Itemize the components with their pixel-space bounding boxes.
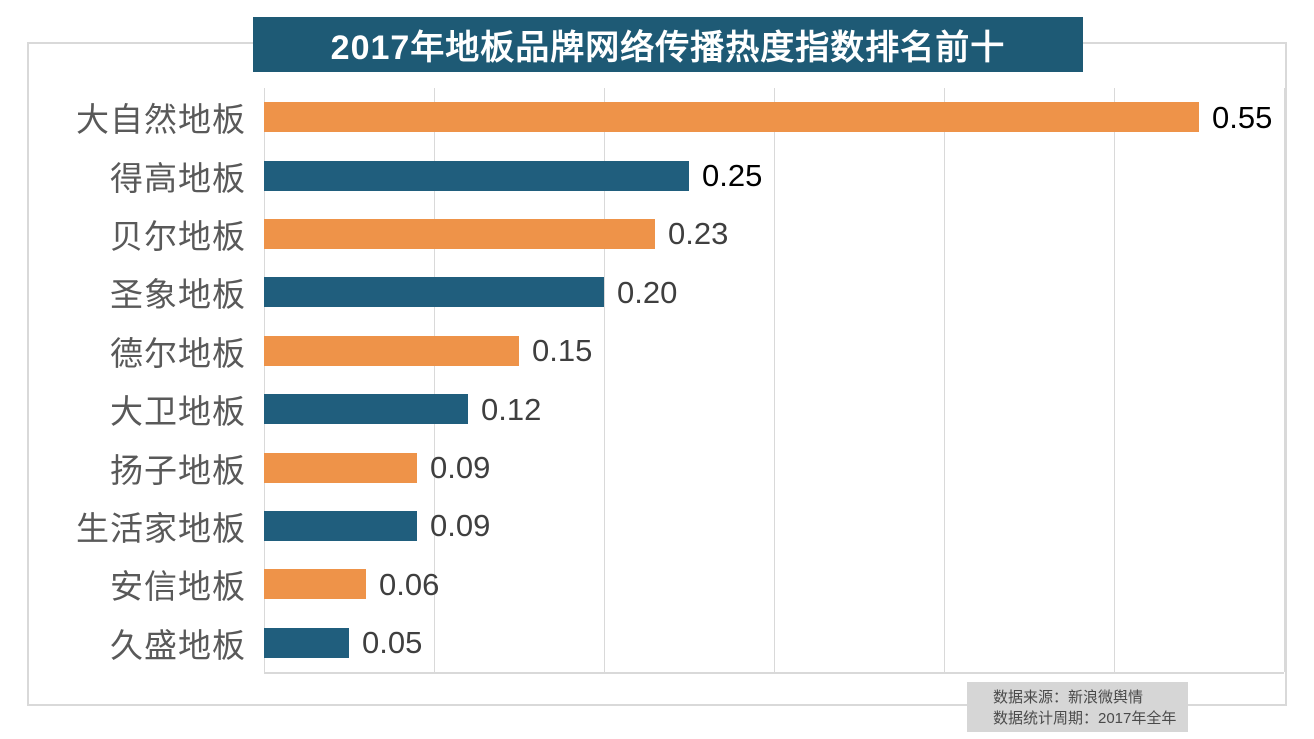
source-box: 数据来源：新浪微舆情 数据统计周期：2017年全年: [967, 682, 1188, 732]
chart-title-banner: 2017年地板品牌网络传播热度指数排名前十: [253, 17, 1083, 72]
category-label: 大卫地板: [110, 393, 246, 431]
plot-area: 0.55 0.25 0.23 0.20 0.15 0.12 0.09 0.09 0.06 0.05: [264, 88, 1285, 674]
category-label: 得高地板: [110, 159, 246, 197]
bar-row: 0.25: [264, 146, 1284, 204]
bar-row: 0.06: [264, 555, 1284, 613]
value-label: 0.09: [430, 508, 491, 544]
category-label: 生活家地板: [76, 509, 246, 547]
chart-title: 2017年地板品牌网络传播热度指数排名前十: [330, 29, 1006, 67]
value-label: 0.09: [430, 450, 491, 486]
bar-row: 0.09: [264, 497, 1284, 555]
value-label: 0.12: [481, 391, 542, 427]
source-line-2: 数据统计周期：2017年全年: [993, 710, 1177, 727]
bar-row: 0.12: [264, 380, 1284, 438]
bar-row: 0.05: [264, 614, 1284, 672]
bar: [264, 277, 604, 308]
value-label: 0.23: [668, 216, 729, 252]
gridline: [944, 88, 945, 672]
bar: [264, 394, 468, 425]
category-label: 圣象地板: [110, 276, 246, 314]
category-label: 久盛地板: [110, 626, 246, 664]
bar-row: 0.20: [264, 263, 1284, 321]
category-label: 贝尔地板: [110, 217, 246, 255]
gridline: [264, 88, 265, 672]
bar: [264, 218, 655, 249]
bar-row: 0.23: [264, 205, 1284, 263]
bar: [264, 102, 1199, 133]
value-label: 0.55: [1212, 99, 1273, 135]
category-label: 德尔地板: [110, 334, 246, 372]
bar: [264, 627, 349, 658]
gridline: [434, 88, 435, 672]
gridline: [1114, 88, 1115, 672]
bar: [264, 160, 689, 191]
gridline: [604, 88, 605, 672]
value-label: 0.05: [362, 625, 423, 661]
gridline: [774, 88, 775, 672]
category-label: 安信地板: [110, 568, 246, 606]
bar-row: 0.09: [264, 438, 1284, 496]
value-label: 0.15: [532, 333, 593, 369]
bar: [264, 569, 366, 600]
bar: [264, 335, 519, 366]
source-line-1: 数据来源：新浪微舆情: [993, 689, 1144, 706]
gridline: [1284, 88, 1285, 672]
bar: [264, 510, 417, 541]
value-label: 0.25: [702, 158, 763, 194]
value-label: 0.20: [617, 274, 678, 310]
category-label: 大自然地板: [76, 101, 246, 139]
category-label: 扬子地板: [110, 451, 246, 489]
value-label: 0.06: [379, 566, 440, 602]
bar: [264, 452, 417, 483]
bar-row: 0.55: [264, 88, 1284, 146]
bar-row: 0.15: [264, 322, 1284, 380]
